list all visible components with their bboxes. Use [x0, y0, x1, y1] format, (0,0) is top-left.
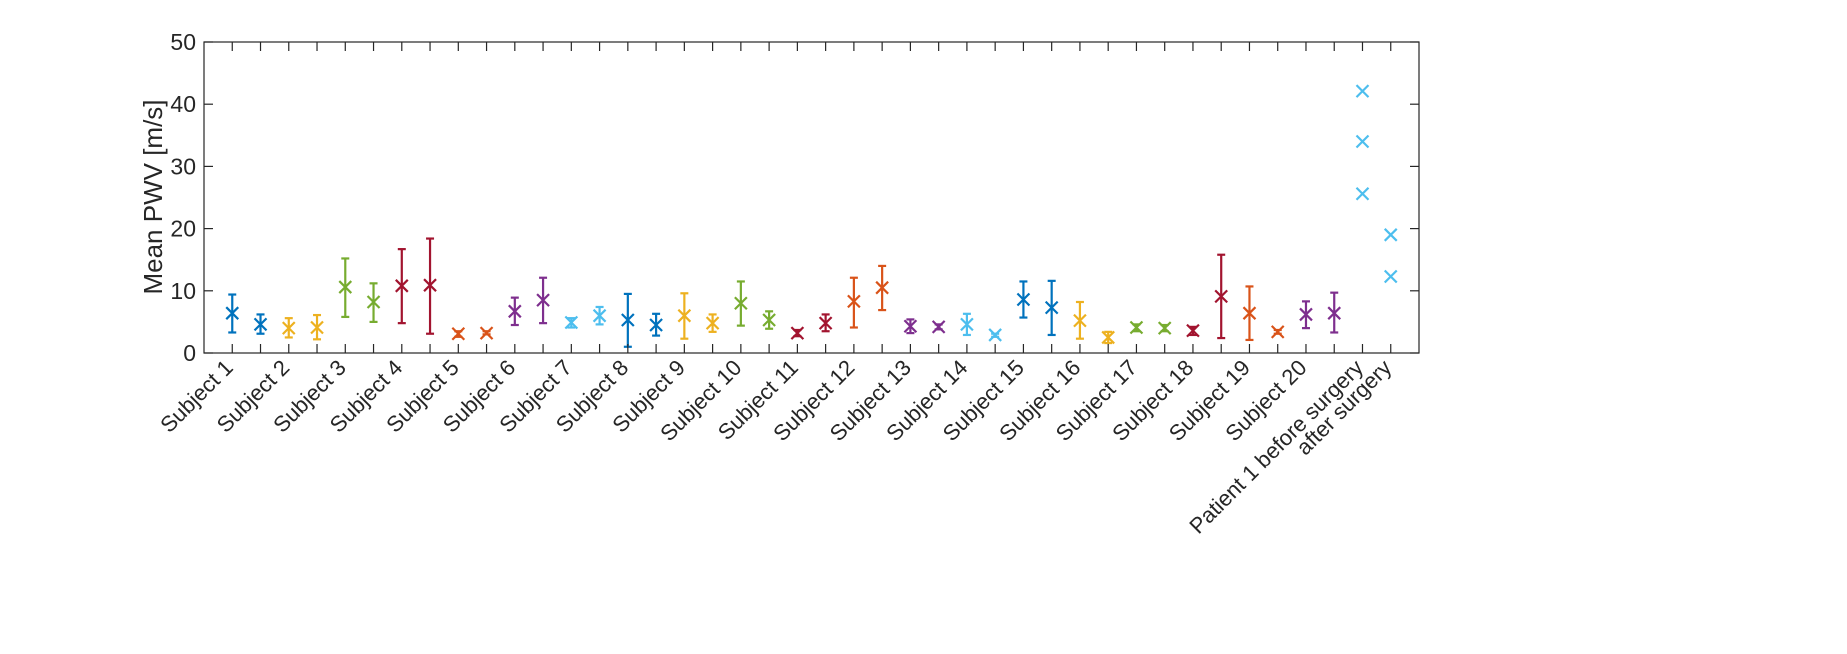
- y-tick-label: 0: [183, 340, 196, 366]
- mean-marker: [903, 319, 918, 334]
- mean-marker: [253, 317, 268, 332]
- patient-before-marker: [1355, 134, 1370, 149]
- plot-area: [204, 42, 1419, 353]
- mean-marker: [960, 317, 974, 332]
- patient-before-marker: [1355, 186, 1370, 201]
- axes-box: [203, 41, 1420, 354]
- mean-marker: [1157, 321, 1172, 335]
- y-tick-label: 40: [170, 91, 196, 117]
- y-tick-label: 20: [170, 216, 196, 242]
- mean-marker: [875, 280, 889, 295]
- mean-marker: [762, 313, 776, 327]
- mean-marker: [988, 328, 1002, 342]
- mean-marker: [1214, 289, 1228, 304]
- mean-marker: [705, 316, 720, 330]
- y-axis-label: Mean PWV [m/s]: [138, 99, 168, 294]
- mean-marker: [423, 278, 437, 292]
- mean-marker: [818, 316, 833, 330]
- mean-marker: [1016, 292, 1031, 307]
- y-tick-label: 10: [170, 278, 196, 304]
- mean-marker: [677, 308, 692, 323]
- mean-marker: [1270, 325, 1285, 339]
- y-tick-label: 50: [170, 29, 196, 55]
- mean-marker: [1073, 313, 1087, 328]
- mean-marker: [931, 320, 946, 334]
- patient-before-marker: [1355, 84, 1370, 98]
- mean-marker: [1242, 306, 1257, 320]
- y-tick-label: 30: [170, 153, 196, 179]
- mean-marker: [395, 279, 409, 293]
- mean-marker: [621, 313, 635, 327]
- mean-marker: [1101, 330, 1115, 345]
- mean-marker: [1299, 307, 1313, 322]
- patient-after-marker: [1383, 269, 1398, 284]
- mean-marker: [310, 320, 324, 335]
- mean-marker: [649, 318, 663, 332]
- mean-marker: [847, 294, 861, 309]
- mean-marker: [1129, 320, 1144, 335]
- mean-marker: [225, 306, 240, 320]
- mean-marker: [536, 293, 550, 307]
- mean-marker: [592, 308, 607, 323]
- mean-marker: [281, 321, 296, 335]
- mean-marker: [1186, 323, 1200, 338]
- mean-marker: [366, 295, 381, 309]
- mean-marker: [564, 315, 579, 330]
- mean-marker: [1044, 300, 1059, 315]
- mean-marker: [1327, 306, 1342, 320]
- mean-marker: [790, 326, 805, 340]
- patient-after-marker: [1383, 228, 1398, 242]
- mean-marker: [338, 280, 353, 294]
- mean-marker: [734, 296, 748, 311]
- mean-marker: [479, 326, 494, 340]
- mean-marker: [451, 326, 466, 341]
- mean-marker: [508, 304, 522, 319]
